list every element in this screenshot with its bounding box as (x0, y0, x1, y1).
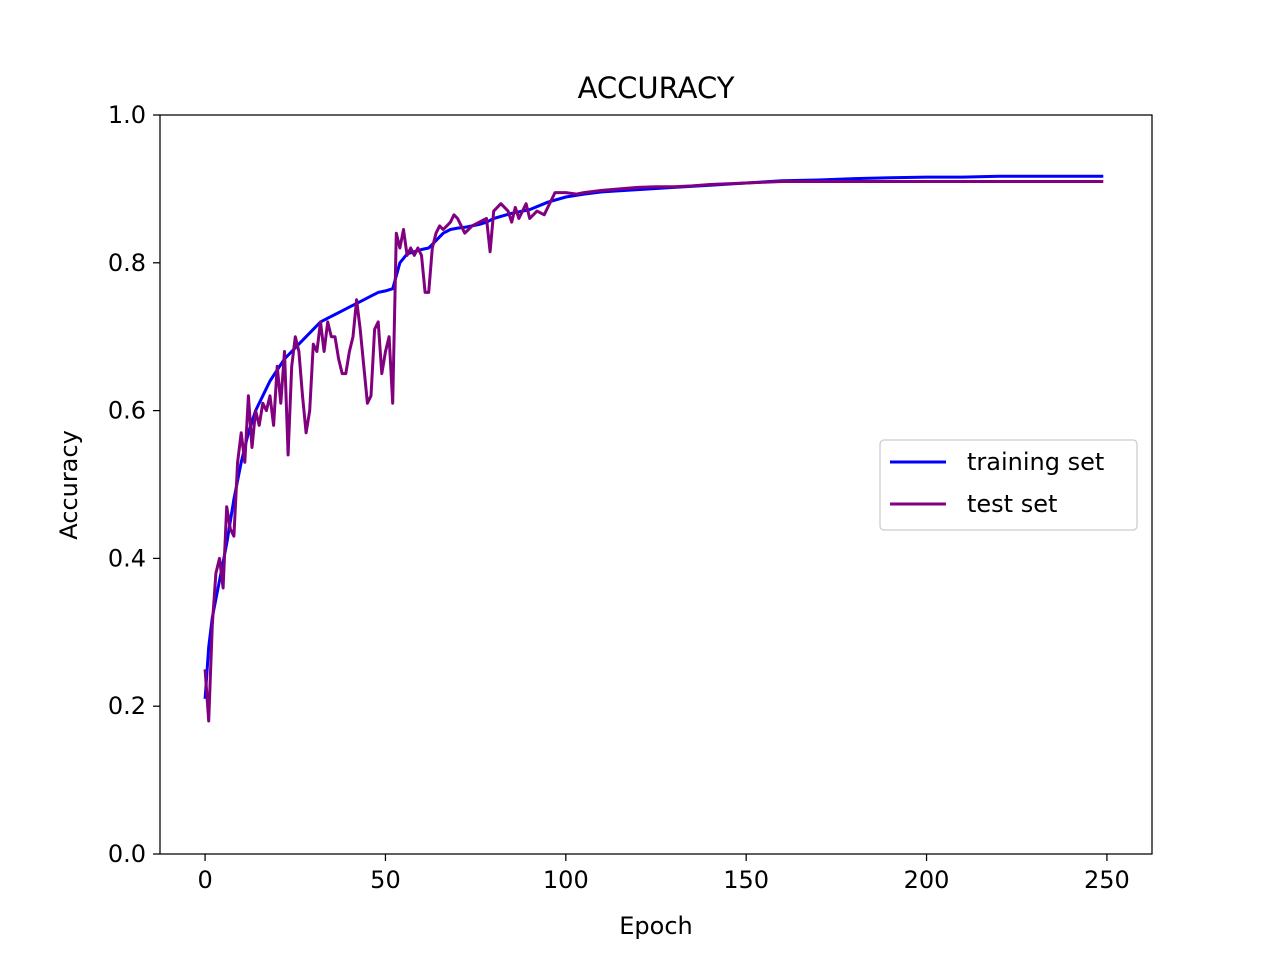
chart-title: ACCURACY (578, 71, 735, 105)
series-line-test-set (203, 180, 1104, 723)
x-axis-label: Epoch (619, 912, 693, 940)
x-tick-label: 0 (197, 866, 212, 894)
y-tick-label: 0.8 (108, 249, 146, 277)
y-axis-label: Accuracy (55, 430, 83, 540)
x-axis: 0 50 100 150 200 250 (197, 854, 1130, 894)
y-tick-label: 0.2 (108, 692, 146, 720)
x-tick-label: 250 (1084, 866, 1130, 894)
legend-label-test-set: test set (967, 490, 1057, 518)
y-axis: 0.0 0.2 0.4 0.6 0.8 1.0 (108, 101, 160, 868)
x-tick-label: 100 (543, 866, 589, 894)
plot-frame (159, 114, 1153, 855)
x-tick-label: 200 (904, 866, 950, 894)
y-tick-label: 0.4 (108, 544, 146, 572)
x-tick-label: 50 (370, 866, 401, 894)
y-tick-label: 0.6 (108, 397, 146, 425)
series-layer (203, 174, 1104, 723)
y-tick-label: 0.0 (108, 840, 146, 868)
legend: training set test set (879, 439, 1138, 531)
x-tick-label: 150 (723, 866, 769, 894)
y-tick-label: 1.0 (108, 101, 146, 129)
legend-label-training-set: training set (967, 448, 1104, 476)
